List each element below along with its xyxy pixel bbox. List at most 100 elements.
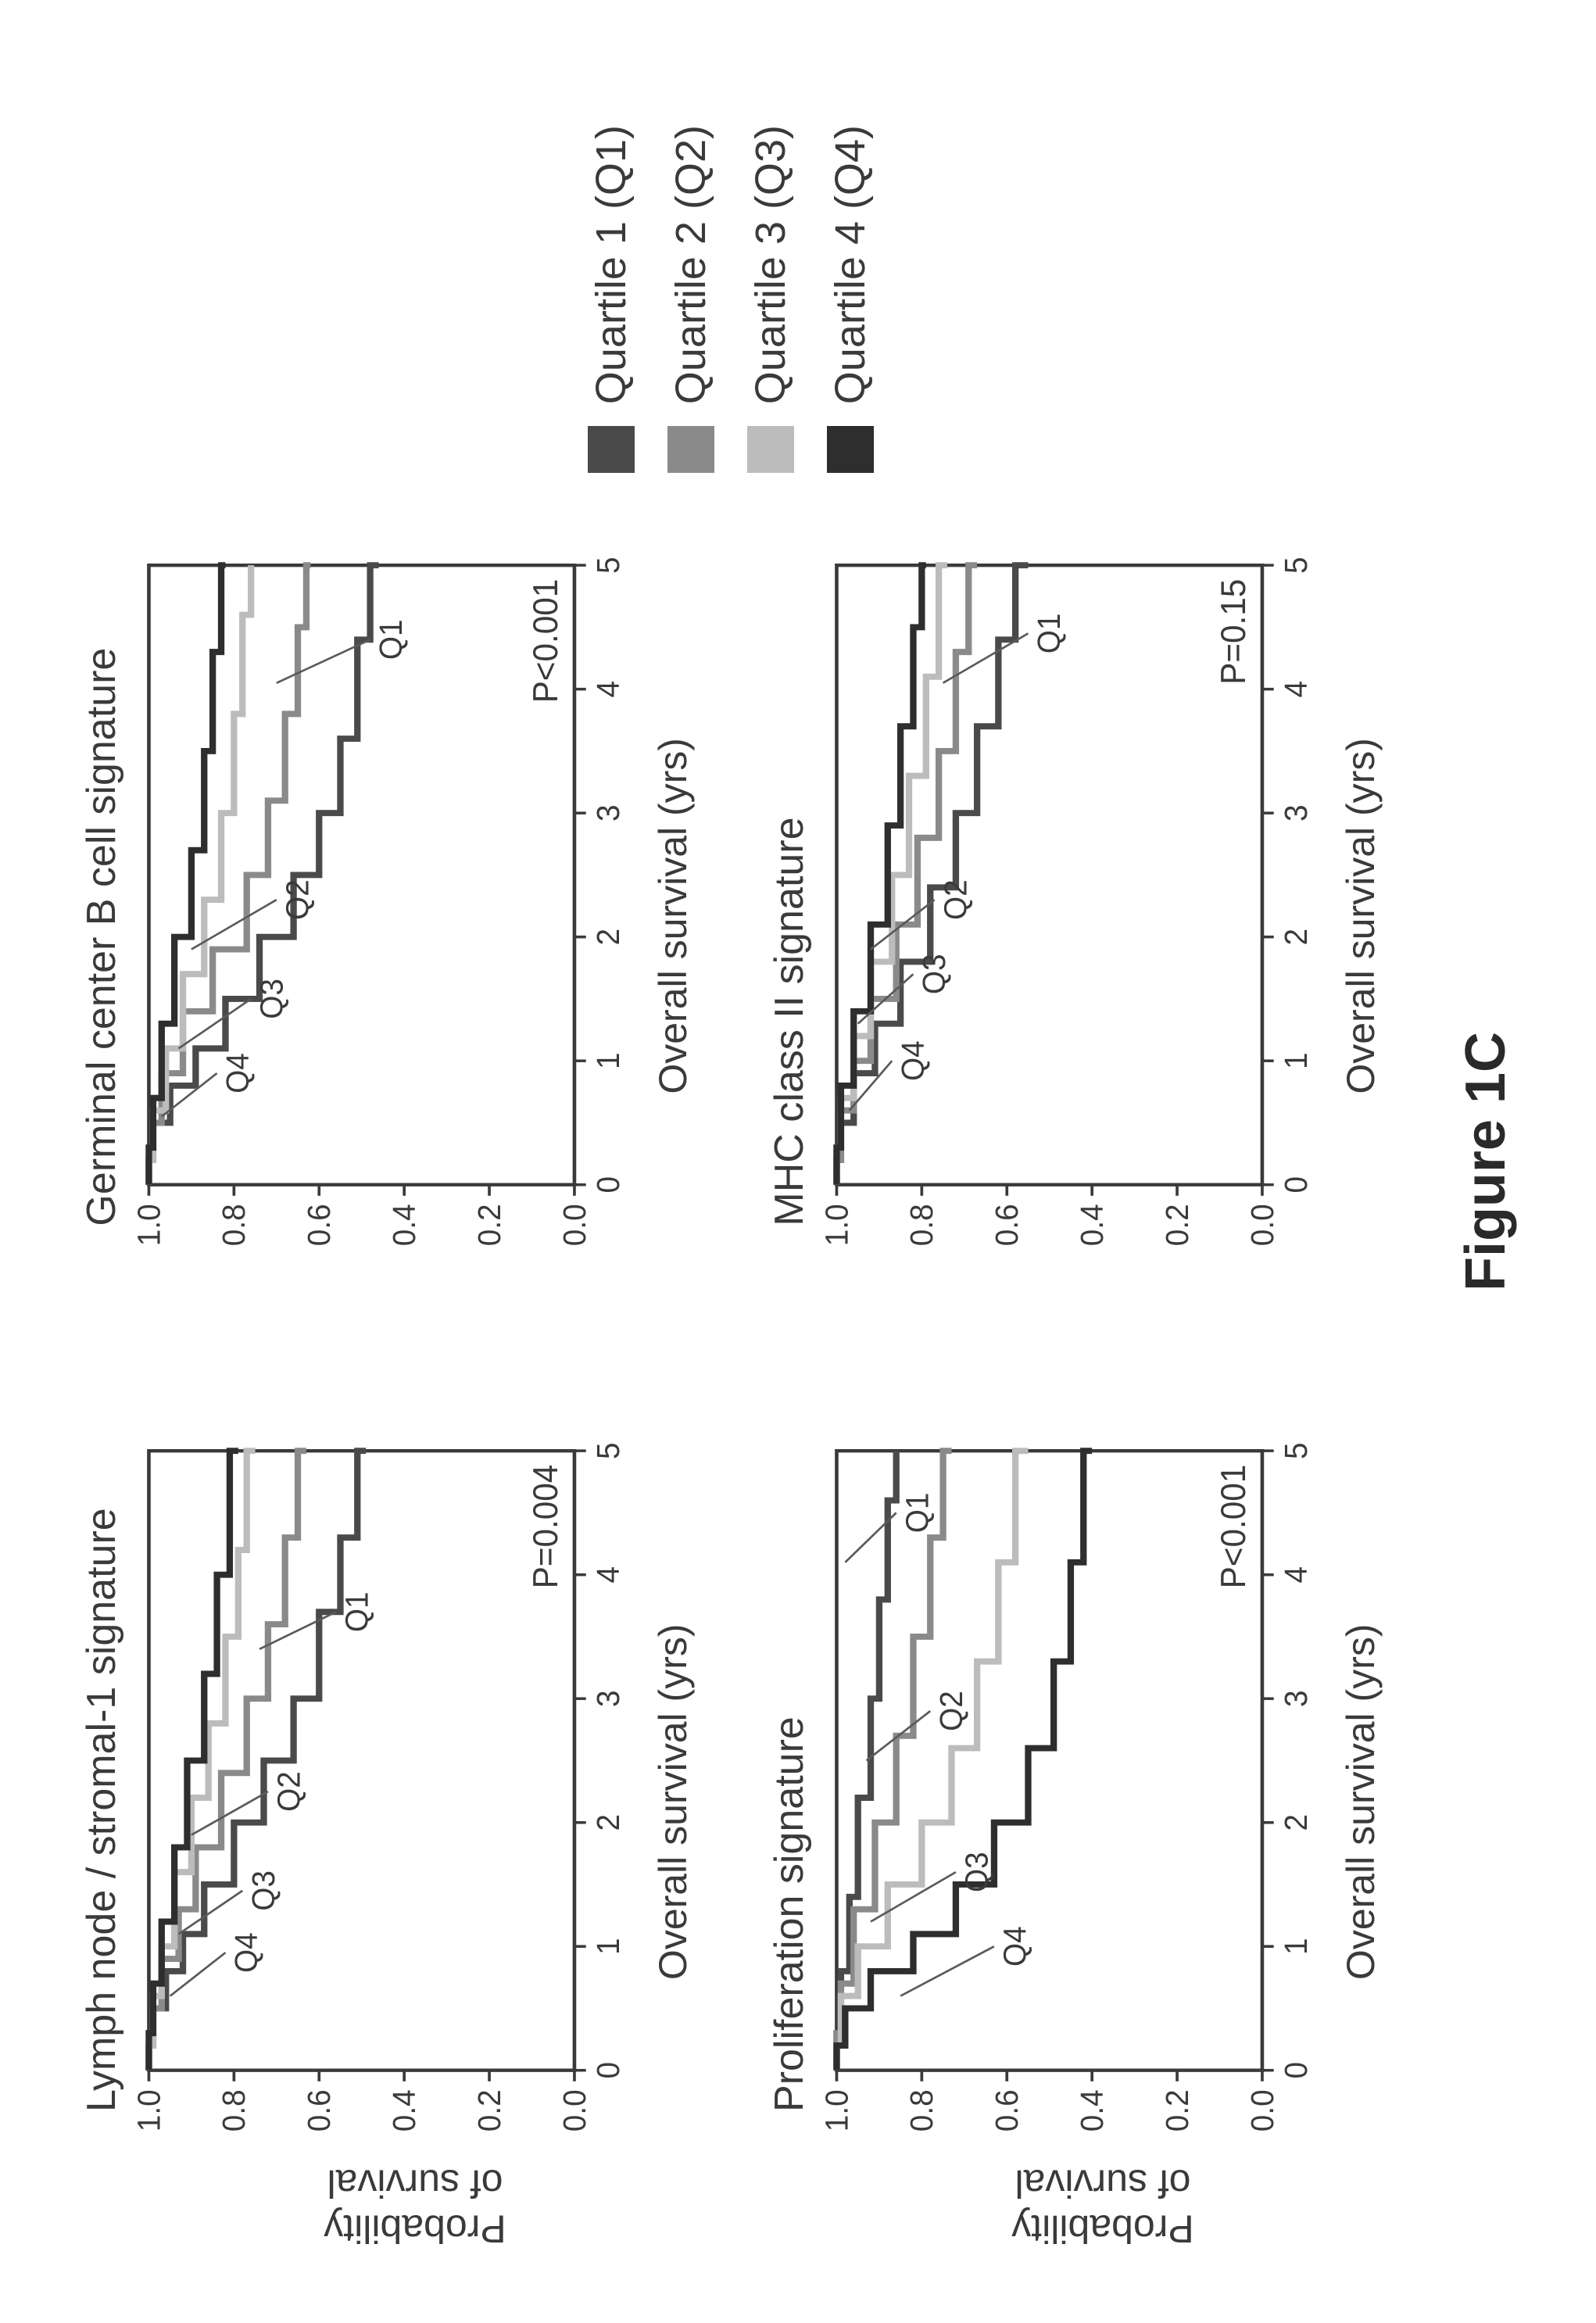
y-tick-label: 0.8 bbox=[216, 1204, 252, 1246]
annotation-label: Q2 bbox=[934, 1691, 969, 1731]
series-Q4 bbox=[836, 1451, 1092, 2071]
y-tick-label: 0.2 bbox=[472, 2089, 507, 2132]
y-tick-label: 0.0 bbox=[1245, 2089, 1280, 2132]
panel-title: Lymph node / stromal-1 signature bbox=[78, 1437, 125, 2112]
legend-label: Quartile 1 (Q1) bbox=[587, 125, 635, 404]
x-tick-label: 2 bbox=[1279, 1814, 1314, 1831]
annotation-label: Q4 bbox=[220, 1053, 256, 1093]
x-tick-label: 5 bbox=[1279, 557, 1314, 574]
legend-label: Quartile 3 (Q3) bbox=[746, 125, 795, 404]
panel-mhc: MHC class II signature0.00.20.40.60.81.0… bbox=[766, 551, 1383, 1343]
km-plot: 0.00.20.40.60.81.0012345Q4Q3Q2Q1P<0.001 bbox=[822, 1437, 1327, 2167]
x-tick-label: 2 bbox=[591, 1814, 626, 1831]
figure-row: Lymph node / stromal-1 signature Probabil… bbox=[78, 94, 1383, 2229]
legend-label: Quartile 4 (Q4) bbox=[826, 125, 875, 404]
x-tick-label: 2 bbox=[591, 928, 626, 945]
y-tick-label: 0.0 bbox=[557, 2089, 592, 2132]
km-plot: 0.00.20.40.60.81.0012345Q4Q3Q2Q1P=0.15 bbox=[822, 551, 1327, 1280]
x-tick-label: 3 bbox=[591, 804, 626, 821]
y-axis-label: Probability of survival bbox=[822, 2182, 1383, 2229]
series-Q3 bbox=[836, 565, 947, 1185]
y-tick-label: 1.0 bbox=[134, 1204, 167, 1246]
x-tick-label: 5 bbox=[1279, 1442, 1314, 1459]
panel-prolif: Proliferation signature Probability of su… bbox=[766, 1437, 1383, 2229]
km-plot: 0.00.20.40.60.81.0012345Q4Q3Q2Q1P<0.001 bbox=[134, 551, 639, 1280]
y-tick-label: 1.0 bbox=[822, 1204, 855, 1246]
x-axis-label: Overall survival (yrs) bbox=[1338, 551, 1383, 1280]
y-axis-label-text: Probability of survival bbox=[1011, 2160, 1193, 2251]
chart-row: Probability of survival0.00.20.40.60.81.… bbox=[822, 1437, 1383, 2229]
y-axis-label bbox=[134, 1297, 696, 1344]
y-tick-label: 0.6 bbox=[302, 2089, 337, 2132]
km-plot: 0.00.20.40.60.81.0012345Q4Q3Q2Q1P=0.004 bbox=[134, 1437, 639, 2167]
panel-title: Germinal center B cell signature bbox=[78, 551, 125, 1226]
p-value: P=0.004 bbox=[527, 1465, 565, 1589]
x-tick-label: 1 bbox=[591, 1938, 626, 1955]
x-tick-label: 3 bbox=[1279, 804, 1314, 821]
annotation-label: Q1 bbox=[340, 1591, 375, 1632]
series-Q4 bbox=[836, 565, 925, 1185]
y-tick-label: 0.4 bbox=[1075, 2089, 1110, 2132]
p-value: P<0.001 bbox=[527, 578, 565, 703]
x-tick-label: 5 bbox=[591, 1442, 626, 1459]
series-Q4 bbox=[149, 565, 225, 1185]
legend-item: Quartile 3 (Q3) bbox=[746, 125, 795, 473]
axis-box: 0.00.20.40.60.81.0012345Q4Q3Q2Q1P=0.15Ov… bbox=[822, 551, 1383, 1280]
legend-swatch bbox=[667, 426, 714, 473]
y-tick-label: 0.4 bbox=[1075, 1204, 1110, 1246]
x-tick-label: 0 bbox=[591, 1176, 626, 1194]
x-tick-label: 3 bbox=[1279, 1690, 1314, 1707]
legend-swatch bbox=[588, 426, 635, 473]
annotation-label: Q1 bbox=[900, 1493, 935, 1534]
p-value: P=0.15 bbox=[1215, 578, 1253, 684]
x-tick-label: 0 bbox=[1279, 1176, 1314, 1194]
x-tick-label: 1 bbox=[1279, 1938, 1314, 1955]
x-tick-label: 0 bbox=[1279, 2062, 1314, 2079]
legend-swatch bbox=[827, 426, 874, 473]
y-axis-label bbox=[822, 1297, 1383, 1344]
annotation-label: Q3 bbox=[960, 1852, 995, 1892]
legend-item: Quartile 1 (Q1) bbox=[587, 125, 635, 473]
legend-swatch bbox=[747, 426, 794, 473]
x-tick-label: 1 bbox=[591, 1052, 626, 1069]
axis-box: 0.00.20.40.60.81.0012345Q4Q3Q2Q1P<0.001O… bbox=[134, 551, 696, 1280]
annotation-label: Q3 bbox=[917, 954, 952, 994]
page: Lymph node / stromal-1 signature Probabil… bbox=[0, 0, 1596, 2323]
y-tick-label: 0.6 bbox=[302, 1204, 337, 1246]
y-tick-label: 0.8 bbox=[904, 1204, 939, 1246]
axis-frame bbox=[836, 1451, 1261, 2071]
x-tick-label: 3 bbox=[591, 1690, 626, 1707]
annotation-leader bbox=[871, 1872, 956, 1921]
series-Q1 bbox=[149, 1451, 366, 2071]
y-tick-label: 0.2 bbox=[1160, 2089, 1195, 2132]
y-tick-label: 1.0 bbox=[134, 2089, 167, 2132]
x-tick-label: 4 bbox=[1279, 1566, 1314, 1584]
y-axis-label-text: Probability of survival bbox=[324, 2160, 506, 2251]
x-tick-label: 2 bbox=[1279, 928, 1314, 945]
annotation-label: Q2 bbox=[281, 879, 316, 920]
panel-lymph: Lymph node / stromal-1 signatureProbabil… bbox=[78, 1437, 696, 2229]
y-tick-label: 0.6 bbox=[989, 2089, 1025, 2132]
figure-landscape: Lymph node / stromal-1 signature Probabil… bbox=[0, 0, 1596, 2323]
chart-row: 0.00.20.40.60.81.0012345Q4Q3Q2Q1P<0.001O… bbox=[134, 551, 696, 1343]
x-tick-label: 4 bbox=[591, 680, 626, 697]
x-axis-label: Overall survival (yrs) bbox=[1338, 1437, 1383, 2167]
panel-title: Proliferation signature bbox=[766, 1437, 813, 2112]
x-tick-label: 4 bbox=[1279, 680, 1314, 697]
chart-row: 0.00.20.40.60.81.0012345Q4Q3Q2Q1P=0.15Ov… bbox=[822, 551, 1383, 1343]
y-tick-label: 0.8 bbox=[904, 2089, 939, 2132]
legend-item: Quartile 4 (Q4) bbox=[826, 125, 875, 473]
annotation-label: Q2 bbox=[272, 1771, 307, 1812]
figure-caption: Figure 1C bbox=[1454, 1032, 1518, 1291]
y-tick-label: 0.6 bbox=[989, 1204, 1025, 1246]
x-tick-label: 5 bbox=[591, 557, 626, 574]
y-tick-label: 0.4 bbox=[387, 1204, 422, 1246]
axis-box: 0.00.20.40.60.81.0012345Q4Q3Q2Q1P=0.004O… bbox=[134, 1437, 696, 2167]
y-tick-label: 0.0 bbox=[557, 1204, 592, 1246]
series-Q1 bbox=[836, 1451, 896, 2071]
y-tick-label: 0.2 bbox=[1160, 1204, 1195, 1246]
legend-item: Quartile 2 (Q2) bbox=[667, 125, 715, 473]
axis-frame bbox=[149, 1451, 574, 2071]
annotation-label: Q2 bbox=[938, 879, 973, 920]
axis-box: 0.00.20.40.60.81.0012345Q4Q3Q2Q1P<0.001O… bbox=[822, 1437, 1383, 2167]
